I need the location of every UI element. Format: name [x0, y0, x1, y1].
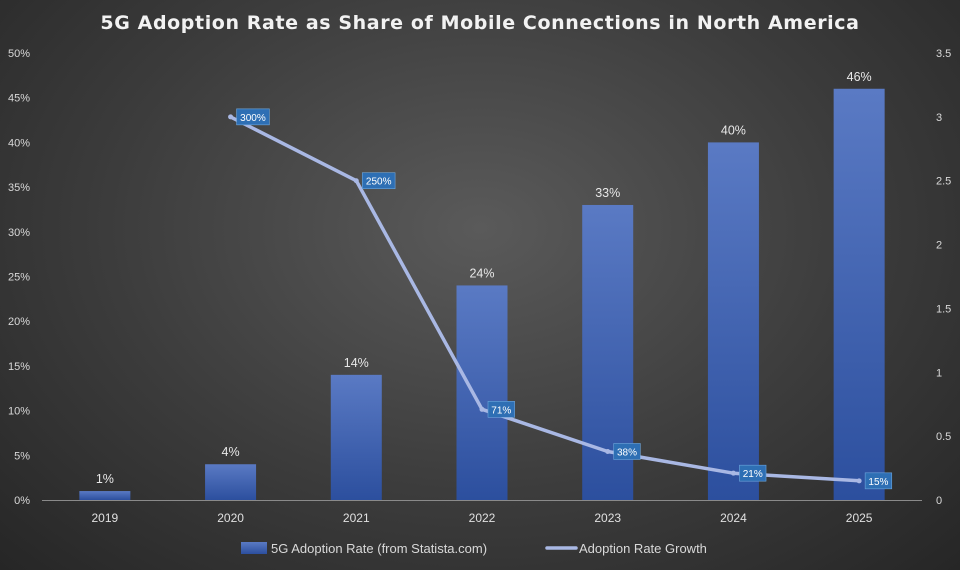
- bar-data-label: 33%: [595, 186, 620, 200]
- growth-data-label: 250%: [366, 177, 392, 188]
- y-left-tick-label: 45%: [8, 93, 30, 105]
- growth-point: [730, 470, 736, 476]
- x-tick-label: 2020: [217, 511, 244, 525]
- bar-data-label: 24%: [469, 266, 494, 280]
- growth-label-box: [739, 464, 767, 482]
- legend-bar-label: 5G Adoption Rate (from Statista.com): [271, 541, 487, 556]
- growth-point: [856, 478, 862, 484]
- x-tick-label: 2025: [846, 511, 873, 525]
- growth-label-box: [864, 472, 893, 490]
- growth-point: [228, 114, 234, 120]
- y-left-tick-label: 10%: [8, 406, 30, 418]
- bar: [79, 491, 131, 500]
- bar-data-label: 46%: [847, 70, 872, 84]
- growth-point: [479, 406, 485, 412]
- y-left-tick-label: 25%: [8, 272, 30, 284]
- legend: 5G Adoption Rate (from Statista.com) Adop…: [241, 541, 707, 556]
- x-tick-label: 2021: [343, 511, 370, 525]
- growth-data-label: 21%: [743, 469, 763, 480]
- growth-label-box: [361, 172, 396, 190]
- growth-label-box: [613, 443, 641, 460]
- y-left-tick-label: 30%: [8, 227, 30, 239]
- legend-line-label: Adoption Rate Growth: [579, 541, 707, 556]
- bar: [833, 88, 885, 500]
- growth-point: [353, 178, 359, 184]
- bar: [707, 142, 759, 500]
- y-left-tick-label: 15%: [8, 361, 30, 373]
- growth-label-box: [236, 108, 270, 126]
- axes: 0% 5% 10% 15% 20% 25% 30% 35% 40% 45% 50% 0 0.5 1 1.5 2…: [8, 48, 951, 525]
- bar-data-label: 4%: [222, 445, 240, 459]
- y-right-tick-label: 3: [936, 112, 942, 124]
- y-left-tick-label: 5%: [14, 450, 30, 462]
- growth-point: [605, 448, 611, 454]
- line-series: 300% 250% 71% 38% 21% 15%: [228, 108, 893, 490]
- x-tick-label: 2023: [594, 511, 621, 525]
- chart-title: 5G Adoption Rate as Share of Mobile Conn…: [100, 12, 859, 34]
- bar: [205, 464, 257, 500]
- bar-data-label: 1%: [96, 472, 114, 486]
- y-right-tick-label: 0: [936, 495, 942, 507]
- bar-data-label: 40%: [721, 123, 746, 137]
- legend-bar-swatch: [241, 542, 267, 554]
- x-tick-label: 2019: [92, 511, 119, 525]
- y-right-tick-label: 2.5: [936, 176, 951, 188]
- growth-data-label: 300%: [240, 113, 266, 124]
- y-left-tick-label: 50%: [8, 48, 30, 60]
- bar-series: 1% 4% 14% 24% 33% 40% 46%: [79, 70, 885, 501]
- y-left-tick-label: 35%: [8, 182, 30, 194]
- y-right-tick-label: 1.5: [936, 303, 951, 315]
- y-right-tick-label: 2: [936, 240, 942, 252]
- growth-data-label: 15%: [868, 477, 888, 488]
- bar: [330, 374, 382, 500]
- y-right-tick-label: 3.5: [936, 48, 951, 60]
- bar: [456, 285, 508, 500]
- x-tick-label: 2024: [720, 511, 747, 525]
- growth-line: [228, 115, 861, 483]
- y-left-tick-label: 0%: [14, 495, 30, 507]
- growth-label-box: [487, 401, 515, 418]
- growth-data-label: 38%: [617, 447, 637, 458]
- y-right-tick-label: 1: [936, 367, 942, 379]
- growth-data-label: 71%: [491, 405, 511, 416]
- y-left-tick-label: 20%: [8, 316, 30, 328]
- y-right-tick-label: 0.5: [936, 431, 951, 443]
- y-left-tick-label: 40%: [8, 137, 30, 149]
- bar-data-label: 14%: [344, 356, 369, 370]
- x-tick-label: 2022: [469, 511, 496, 525]
